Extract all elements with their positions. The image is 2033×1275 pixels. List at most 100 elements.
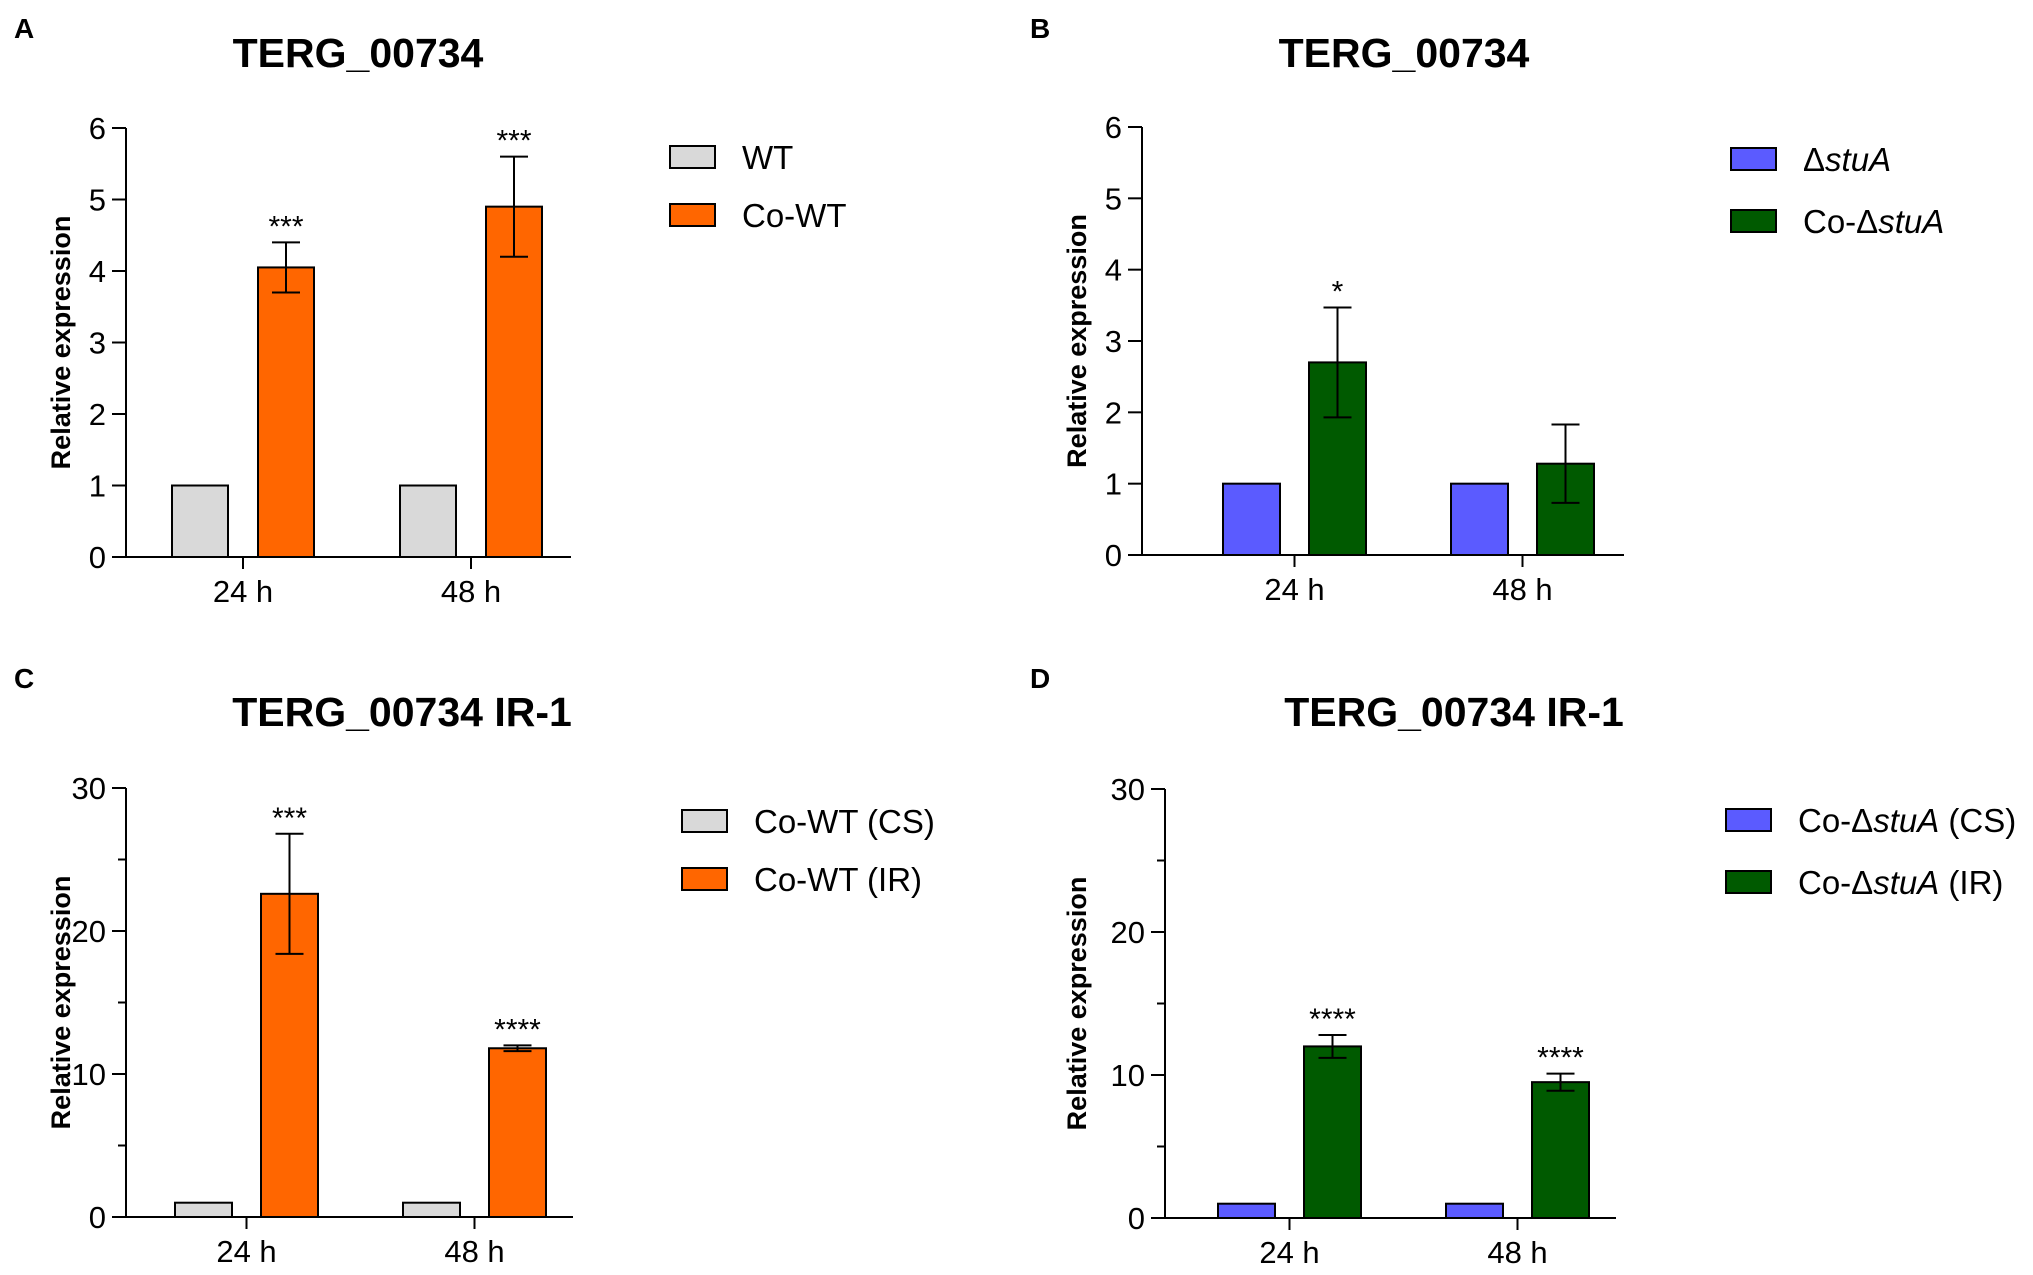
panel-letter: D [1030, 663, 1050, 694]
bar-control [1445, 1202, 1504, 1220]
x-tick-label: 24 h [1264, 572, 1324, 607]
x-tick-label: 24 h [1259, 1235, 1319, 1270]
y-tick-label: 6 [1105, 110, 1122, 145]
legend-label: Co-ΔstuA (CS) [1798, 802, 2016, 839]
legend-label-part: stuA [1873, 864, 1939, 901]
legend-label: Co-ΔstuA (IR) [1798, 864, 2003, 901]
y-tick-label: 2 [1105, 395, 1122, 430]
legend-label-part: Co-Δ [1803, 203, 1878, 240]
panel-d: D TERG_00734 IR-1 Relative expression 0 10 20… [1016, 637, 2032, 1274]
y-tick-label: 0 [89, 1200, 106, 1235]
legend-label-part: Co-WT [742, 197, 846, 234]
y-tick-label: 20 [72, 914, 106, 949]
legend-label-part: Co-WT (IR) [754, 861, 922, 898]
bar-control [1450, 482, 1509, 556]
legend-swatch [1725, 870, 1772, 894]
panel-letter: A [14, 13, 34, 44]
bar-treatment [485, 205, 543, 558]
bar-treatment [488, 1047, 547, 1219]
legend-swatch [1730, 147, 1777, 171]
chart-title: TERG_00734 IR-1 [232, 689, 572, 735]
bar-treatment [257, 266, 315, 558]
x-tick-label: 24 h [216, 1234, 276, 1269]
panel-a: A TERG_00734 Relative expression 0 1 2 3 4 5 6 24 … [0, 0, 1016, 637]
y-axis-label: Relative expression [1062, 877, 1092, 1131]
legend-label-part: stuA [1873, 802, 1939, 839]
legend-label: WT [742, 139, 793, 176]
y-tick-label: 30 [1111, 772, 1145, 807]
y-tick-label: 10 [1111, 1058, 1145, 1093]
chart-title: TERG_00734 [233, 30, 484, 76]
legend-label-part: WT [742, 139, 793, 176]
y-tick-label: 30 [72, 771, 106, 806]
bar-treatment [1531, 1081, 1590, 1219]
significance-label: *** [272, 802, 307, 835]
x-tick-label: 48 h [441, 574, 501, 609]
panel-b: B TERG_00734 Relative expression 0 1 2 3 4 5 6 24 … [1016, 0, 2032, 637]
legend-label: Co-WT (CS) [754, 803, 935, 840]
y-axis-label: Relative expression [1062, 214, 1092, 468]
legend-label-part: Co-WT (CS) [754, 803, 935, 840]
legend-swatch [1725, 808, 1772, 832]
y-tick-label: 0 [1128, 1201, 1145, 1236]
legend-swatch [1730, 209, 1777, 233]
significance-label: **** [1537, 1042, 1584, 1075]
legend-label-part: (IR) [1939, 864, 2003, 901]
significance-label: * [1332, 275, 1344, 308]
y-tick-label: 1 [1105, 467, 1122, 502]
significance-label: *** [268, 210, 303, 243]
chart-title: TERG_00734 [1279, 30, 1530, 76]
y-tick-label: 5 [1105, 181, 1122, 216]
legend-swatch [681, 867, 728, 891]
legend-label: Co-WT (IR) [754, 861, 922, 898]
legend-label: Co-WT [742, 197, 846, 234]
legend-label: ΔstuA [1803, 141, 1891, 178]
bar-control [399, 484, 457, 558]
bar-control [1217, 1202, 1276, 1220]
bar-treatment [1303, 1045, 1362, 1219]
y-tick-label: 2 [89, 397, 106, 432]
y-axis-label: Relative expression [46, 876, 76, 1130]
chart-panel-c: C TERG_00734 IR-1 Relative expression 0 10 20… [14, 663, 935, 1269]
panel-letter: B [1030, 13, 1050, 44]
y-tick-label: 0 [1105, 538, 1122, 573]
chart-panel-a: A TERG_00734 Relative expression 0 1 2 3 4 5 6 24 … [14, 13, 846, 609]
legend-label-part: Δ [1803, 141, 1825, 178]
bar-control [402, 1201, 461, 1219]
bar-control [174, 1201, 233, 1219]
legend-label: Co-ΔstuA [1803, 203, 1944, 240]
bar-control [1222, 482, 1281, 556]
chart-title: TERG_00734 IR-1 [1284, 689, 1624, 735]
y-tick-label: 3 [89, 326, 106, 361]
panel-letter: C [14, 663, 34, 694]
legend-label-part: (CS) [1939, 802, 2016, 839]
x-tick-label: 48 h [444, 1234, 504, 1269]
significance-label: **** [1309, 1003, 1356, 1036]
y-tick-label: 3 [1105, 324, 1122, 359]
legend-label-part: Co-Δ [1798, 864, 1873, 901]
y-tick-label: 10 [72, 1057, 106, 1092]
legend-label-part: stuA [1878, 203, 1944, 240]
chart-panel-d: D TERG_00734 IR-1 Relative expression 0 10 20… [1030, 663, 2016, 1270]
significance-label: **** [494, 1013, 541, 1046]
y-tick-label: 5 [89, 183, 106, 218]
x-tick-label: 48 h [1492, 572, 1552, 607]
y-axis-label: Relative expression [46, 216, 76, 470]
legend-swatch [669, 145, 716, 169]
legend-swatch [669, 203, 716, 227]
bar-control [171, 484, 229, 558]
x-tick-label: 24 h [213, 574, 273, 609]
y-tick-label: 1 [89, 469, 106, 504]
panel-c: C TERG_00734 IR-1 Relative expression 0 10 20… [0, 637, 1016, 1274]
y-tick-label: 0 [89, 540, 106, 575]
y-tick-label: 4 [89, 254, 106, 289]
legend-label-part: stuA [1825, 141, 1891, 178]
y-tick-label: 6 [89, 111, 106, 146]
chart-panel-b: B TERG_00734 Relative expression 0 1 2 3 4 5 6 24 … [1030, 13, 1944, 607]
y-tick-label: 4 [1105, 253, 1122, 288]
x-tick-label: 48 h [1487, 1235, 1547, 1270]
legend-swatch [681, 809, 728, 833]
y-tick-label: 20 [1111, 915, 1145, 950]
significance-label: *** [496, 125, 531, 158]
legend-label-part: Co-Δ [1798, 802, 1873, 839]
